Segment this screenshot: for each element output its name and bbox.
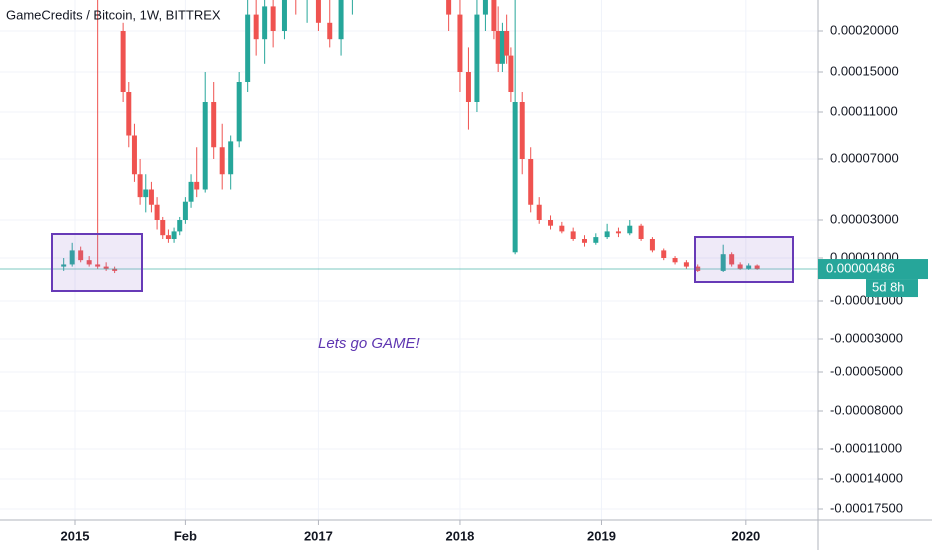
x-tick-label: 2018 xyxy=(445,528,474,543)
candle-body xyxy=(154,204,160,220)
candle-body xyxy=(570,231,576,239)
y-tick-label: 0.00020000 xyxy=(830,22,899,37)
candle-body xyxy=(245,14,251,83)
candle-body xyxy=(202,102,208,190)
candle-body xyxy=(746,265,752,269)
y-tick-label: 0.00011000 xyxy=(830,103,898,118)
candle-body xyxy=(69,250,75,265)
candle-body xyxy=(499,31,505,64)
candle-body xyxy=(120,31,126,92)
candle-body xyxy=(491,0,497,31)
candle-body xyxy=(103,266,109,269)
candle-body xyxy=(253,14,259,40)
candle-body xyxy=(270,6,276,32)
candle-body xyxy=(281,0,287,31)
candle-body xyxy=(171,231,177,239)
x-tick-label: 2015 xyxy=(61,528,90,543)
y-tick-label: -0.00017500 xyxy=(830,500,903,515)
y-tick-label: -0.00005000 xyxy=(830,363,903,378)
candle-body xyxy=(137,174,143,198)
y-tick-label: -0.00014000 xyxy=(830,470,903,485)
candle-body xyxy=(754,265,760,270)
candle-body xyxy=(188,181,194,202)
candle-body xyxy=(495,31,501,64)
y-tick-label: -0.00003000 xyxy=(830,330,903,345)
axes: 0.00020000 0.00015000 0.00011000 0.00007000… xyxy=(61,22,928,543)
candle-body xyxy=(536,204,542,220)
candle-body xyxy=(548,220,554,226)
candle-body xyxy=(219,147,225,175)
highlight-box xyxy=(694,236,794,283)
candle-body xyxy=(86,260,92,265)
candle-body xyxy=(112,268,118,271)
candle-body xyxy=(519,102,525,159)
candle-body xyxy=(528,159,534,205)
candle-body xyxy=(126,92,132,136)
candle-body xyxy=(315,0,321,23)
y-tick-label: -0.00011000 xyxy=(830,440,902,455)
x-tick-label: Feb xyxy=(174,528,197,543)
candle-body xyxy=(638,225,644,239)
candle-body xyxy=(649,239,655,251)
highlight-box xyxy=(51,233,143,292)
candle-body xyxy=(61,264,67,267)
candle-body xyxy=(165,235,171,239)
chart-title: GameCredits / Bitcoin, 1W, BITTREX xyxy=(6,7,221,22)
candle-body xyxy=(504,31,510,56)
candle-body xyxy=(228,141,234,175)
countdown-tag xyxy=(866,279,918,298)
candle-body xyxy=(211,102,217,148)
candle-body xyxy=(737,264,743,269)
candle-body xyxy=(661,250,667,258)
y-tick-label: 0.00015000 xyxy=(830,63,899,78)
candle-body xyxy=(446,0,452,15)
drawings xyxy=(51,233,794,292)
candle-body xyxy=(338,0,344,40)
candle-body xyxy=(593,237,599,243)
candle-body xyxy=(615,231,621,234)
candle-body xyxy=(177,220,183,232)
candle-body xyxy=(95,264,101,267)
candle-body xyxy=(182,201,188,220)
candle-body xyxy=(143,189,149,198)
y-tick-label: -0.00008000 xyxy=(830,402,903,417)
candle-body xyxy=(474,14,480,103)
countdown-label: 5d 8h xyxy=(872,279,905,294)
x-tick-label: 2017 xyxy=(304,528,333,543)
candle-body xyxy=(482,0,488,15)
candle-body xyxy=(131,135,137,175)
candle-body xyxy=(508,55,514,92)
candle-body xyxy=(604,231,610,238)
candle-body xyxy=(672,258,678,263)
y-tick-label: 0.00007000 xyxy=(830,150,899,165)
annotation: Lets go GAME! xyxy=(318,335,421,352)
candle-body xyxy=(729,254,735,265)
candle-body xyxy=(236,82,242,142)
candle-body xyxy=(457,14,463,73)
last-price-tag xyxy=(818,259,928,280)
last-price-label: 0.00000486 xyxy=(826,260,895,275)
grid xyxy=(0,0,818,520)
candle-body xyxy=(78,250,84,261)
candle-body xyxy=(160,220,166,236)
x-tick-label: 2020 xyxy=(731,528,760,543)
candle-body xyxy=(262,6,268,40)
candle-body xyxy=(512,102,518,253)
candle-body xyxy=(327,22,333,40)
candle-body xyxy=(683,262,689,267)
plot-area xyxy=(0,0,818,274)
candle-body xyxy=(194,181,200,190)
candle-body xyxy=(581,239,587,243)
candle-body xyxy=(627,225,633,234)
candle-body xyxy=(148,189,154,205)
candle-body xyxy=(559,225,565,232)
candle-body xyxy=(465,72,471,102)
x-tick-label: 2019 xyxy=(587,528,616,543)
y-tick-label: 0.00003000 xyxy=(830,211,899,226)
candle-body xyxy=(720,254,726,271)
